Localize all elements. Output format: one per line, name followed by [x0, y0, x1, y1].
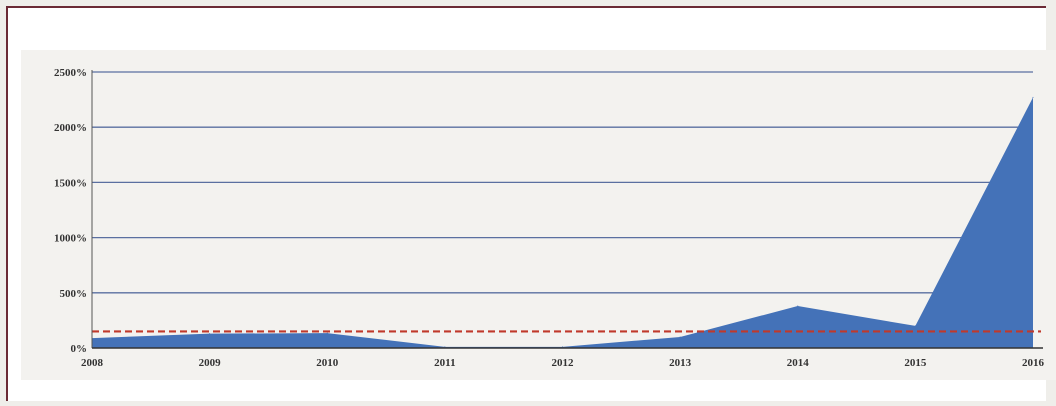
data-point-2014	[797, 305, 799, 307]
y-tick-labels: 0% 500% 1000% 1500% 2000% 2500%	[54, 67, 87, 355]
x-tick-label: 2015	[904, 357, 927, 369]
area-layer	[91, 96, 1034, 348]
x-tick-label: 2013	[669, 357, 692, 369]
x-tick-label: 2008	[81, 357, 104, 369]
data-point-2016	[1032, 96, 1034, 98]
x-tick-label: 2009	[199, 357, 222, 369]
data-point-2009	[209, 333, 211, 335]
data-point-2011	[444, 346, 446, 348]
y-tick-label: 1000%	[54, 233, 87, 245]
x-tick-label: 2012	[552, 357, 575, 369]
x-tick-label: 2010	[316, 357, 339, 369]
y-tick-label: 2000%	[54, 122, 87, 134]
y-tick-label: 500%	[60, 288, 88, 300]
y-tick-label: 0%	[71, 343, 88, 355]
data-point-2015	[914, 325, 916, 327]
y-tick-label: 1500%	[54, 177, 87, 189]
axis-layer	[91, 70, 1043, 349]
y-tick-label: 2500%	[54, 67, 87, 79]
x-tick-label: 2016	[1022, 357, 1045, 369]
x-tick-labels: 2008 2009 2010 2011 2012 2013 2014 2015 2016	[81, 357, 1045, 369]
x-tick-label: 2014	[787, 357, 810, 369]
area-series	[92, 97, 1033, 348]
data-point-2013	[679, 336, 681, 338]
data-point-2012	[562, 346, 563, 348]
x-tick-label: 2011	[434, 357, 455, 369]
data-point-2010	[326, 332, 328, 334]
grid-layer	[92, 71, 1033, 294]
